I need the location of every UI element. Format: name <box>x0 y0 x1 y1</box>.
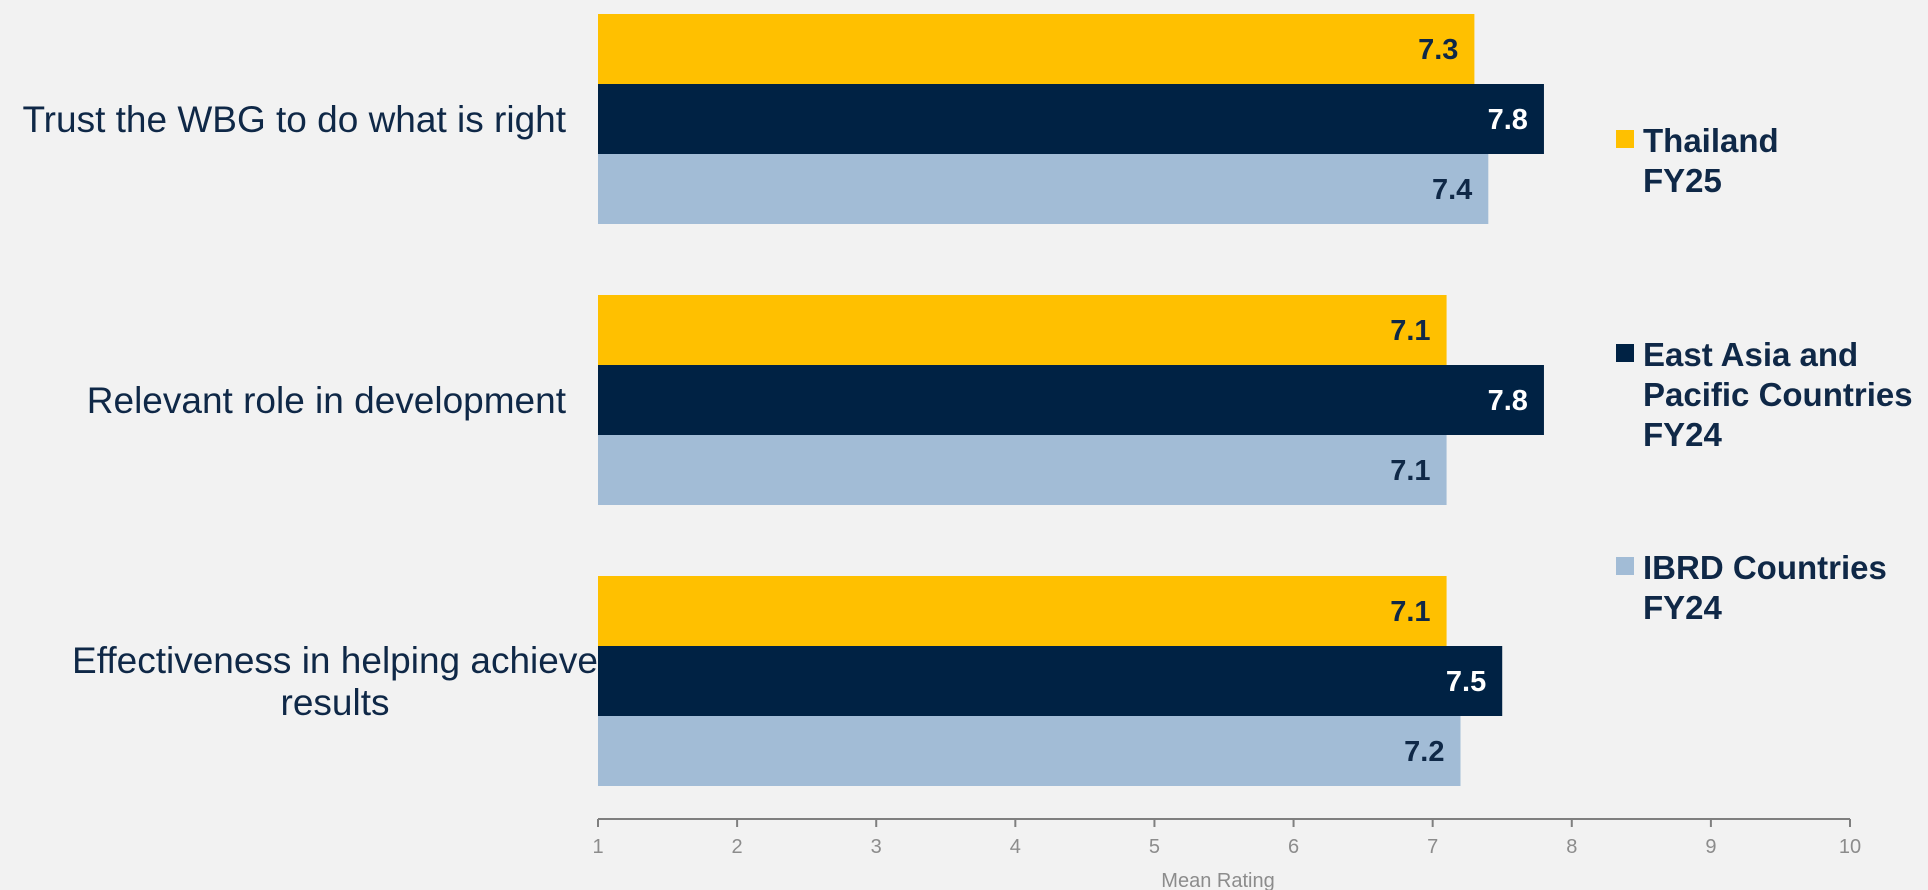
x-tick-label-3: 3 <box>871 836 882 858</box>
x-tick-label-8: 8 <box>1566 836 1577 858</box>
x-tick-label-9: 9 <box>1705 836 1716 858</box>
data-label-2-series-3: 7.1 <box>1390 455 1430 487</box>
x-tick-label-7: 7 <box>1427 836 1438 858</box>
data-label-1-series-3: 7.4 <box>1432 174 1472 206</box>
data-label-3-series-3: 7.2 <box>1404 736 1444 768</box>
x-tick-label-1: 1 <box>592 836 603 858</box>
x-tick-label-5: 5 <box>1149 836 1160 858</box>
data-label-2-series-2: 7.8 <box>1488 385 1528 417</box>
legend-label-1: Thailand FY25 <box>1643 122 1779 199</box>
data-label-1-series-2: 7.8 <box>1488 104 1528 136</box>
data-label-2-series-1: 7.1 <box>1390 315 1430 347</box>
category-label-2: Relevant role in development <box>87 380 567 421</box>
bar-3-series-1 <box>598 576 1447 646</box>
x-tick-label-4: 4 <box>1010 836 1021 858</box>
bar-1-series-2 <box>598 84 1544 154</box>
bar-3-series-2 <box>598 646 1503 716</box>
data-label-1-series-1: 7.3 <box>1418 34 1458 66</box>
category-label-1: Trust the WBG to do what is right <box>22 99 566 140</box>
bar-1-series-3 <box>598 154 1489 224</box>
x-tick-label-10: 10 <box>1839 836 1861 858</box>
legend-label-2: East Asia and Pacific Countries FY24 <box>1643 336 1913 453</box>
bar-3-series-3 <box>598 716 1461 786</box>
legend-swatch-3 <box>1616 557 1634 575</box>
x-axis-title: Mean Rating <box>1161 870 1274 890</box>
x-tick-label-6: 6 <box>1288 836 1299 858</box>
category-label-3: Effectiveness in helping achieve results <box>72 640 598 723</box>
bar-2-series-3 <box>598 435 1447 505</box>
legend-swatch-2 <box>1616 344 1634 362</box>
bar-2-series-1 <box>598 295 1447 365</box>
bar-2-series-2 <box>598 365 1544 435</box>
data-label-3-series-1: 7.1 <box>1390 596 1430 628</box>
x-tick-label-2: 2 <box>732 836 743 858</box>
bar-1-series-1 <box>598 14 1475 84</box>
legend-swatch-1 <box>1616 130 1634 148</box>
data-label-3-series-2: 7.5 <box>1446 666 1486 698</box>
legend-label-3: IBRD Countries FY24 <box>1643 549 1887 626</box>
